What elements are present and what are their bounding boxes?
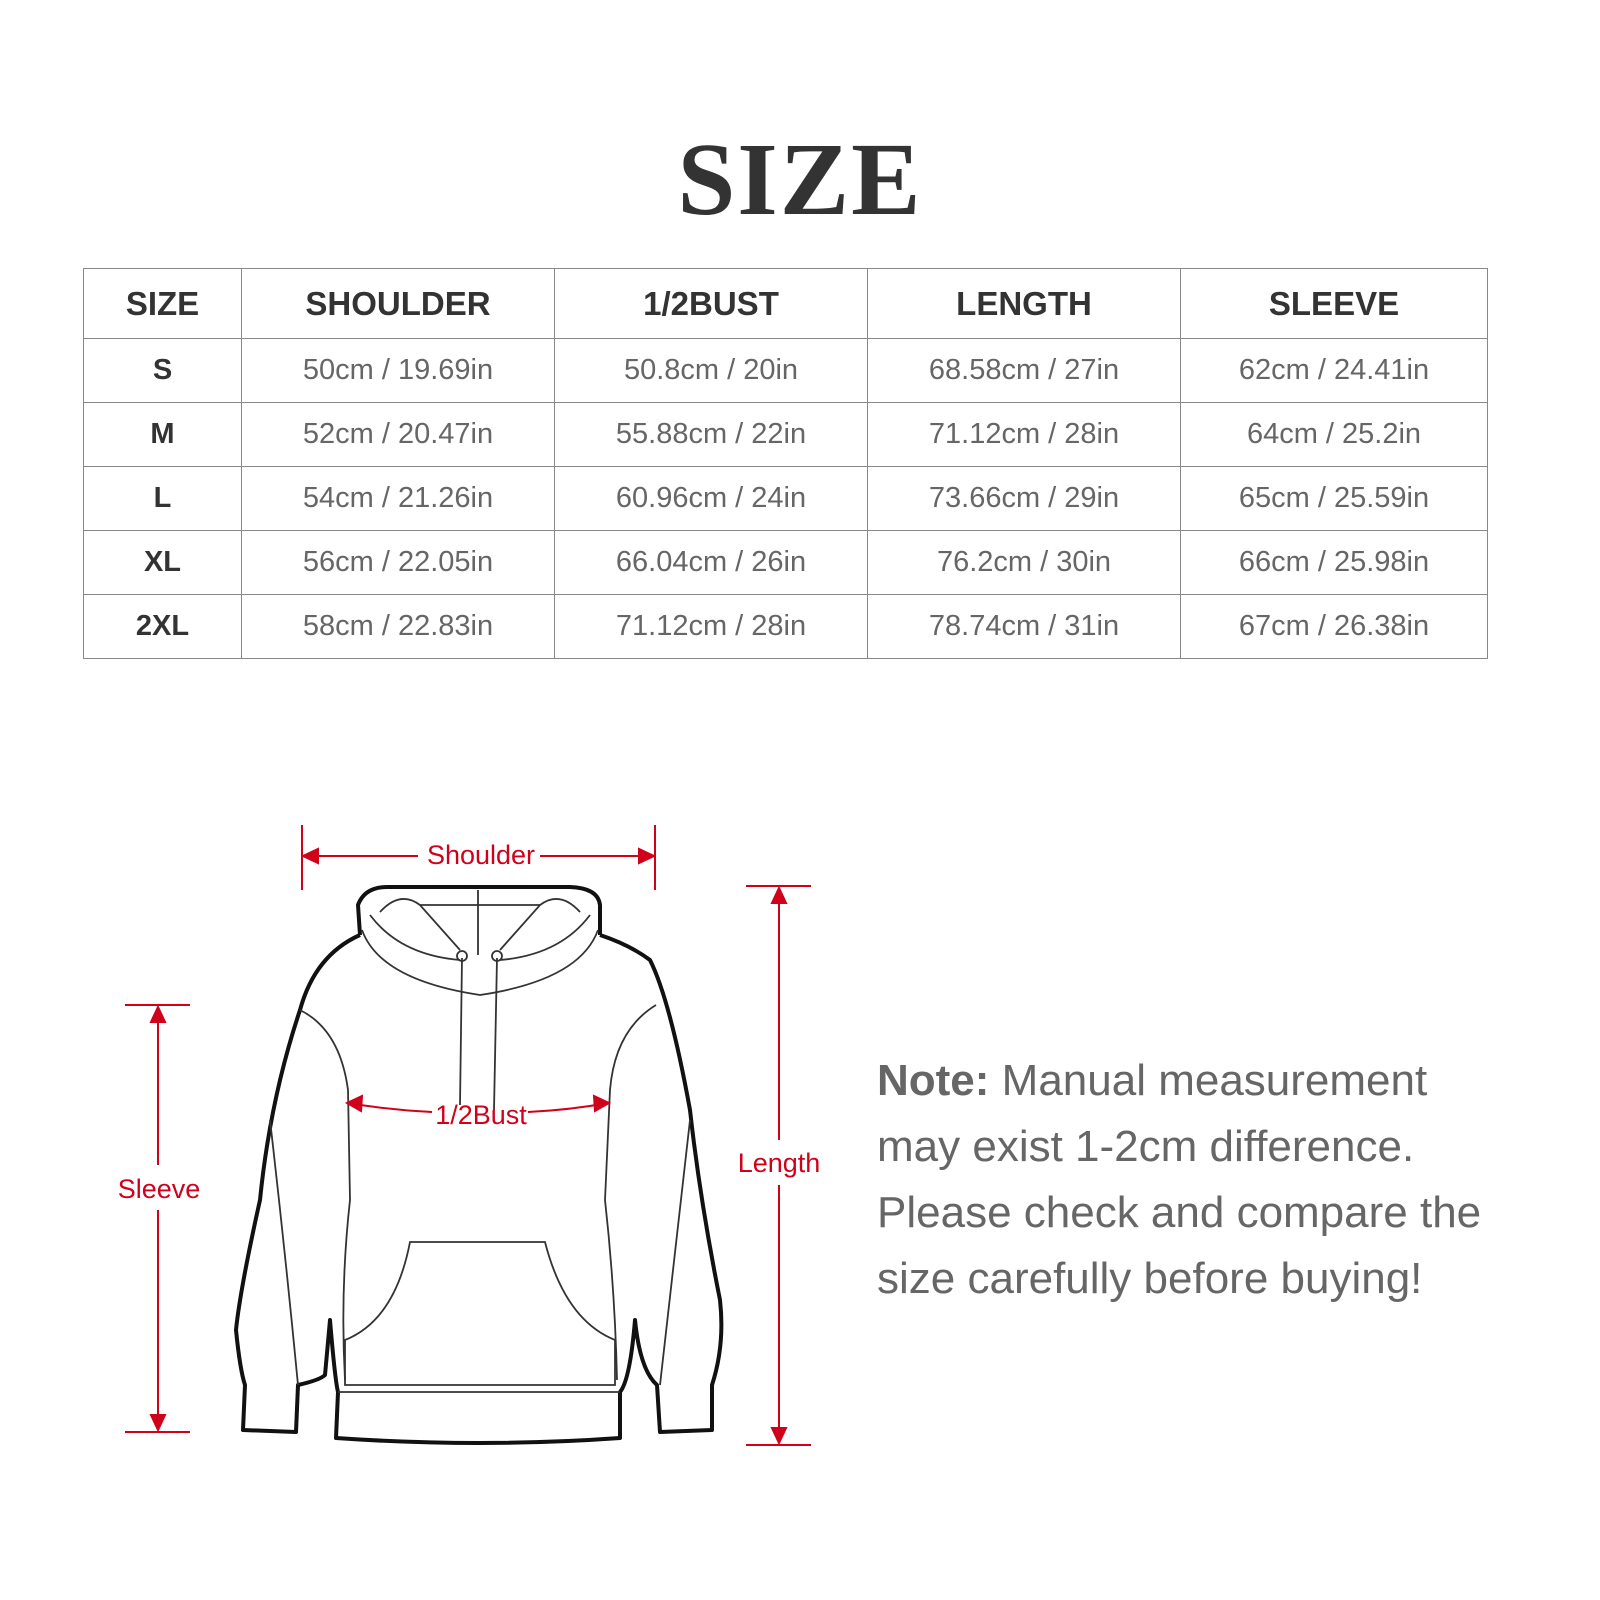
cell-shoulder: 58cm / 22.83in <box>241 594 555 659</box>
sleeve-arrow-icon <box>149 1004 167 1433</box>
cell-sleeve: 62cm / 24.41in <box>1180 338 1488 403</box>
length-arrow-icon <box>770 885 788 1446</box>
cell-shoulder: 56cm / 22.05in <box>241 530 555 595</box>
cell-sleeve: 66cm / 25.98in <box>1180 530 1488 595</box>
table-row: S 50cm / 19.69in 50.8cm / 20in 68.58cm / 27… <box>83 338 1488 403</box>
table-header-row: SIZE SHOULDER 1/2BUST LENGTH SLEEVE <box>83 268 1488 339</box>
cell-bust: 50.8cm / 20in <box>554 338 868 403</box>
measurement-annotations <box>125 825 811 1446</box>
table-row: M 52cm / 20.47in 55.88cm / 22in 71.12cm / 2… <box>83 402 1488 467</box>
cell-shoulder: 54cm / 21.26in <box>241 466 555 531</box>
size-table: SIZE SHOULDER 1/2BUST LENGTH SLEEVE S 50c… <box>83 268 1488 659</box>
cell-size: S <box>83 338 242 403</box>
hoodie-diagram: Shoulder 1/2Bust Sleeve Length <box>118 825 821 1446</box>
table-row: L 54cm / 21.26in 60.96cm / 24in 73.66cm / 2… <box>83 466 1488 531</box>
note-body: Manual measurement may exist 1-2cm diffe… <box>877 1056 1482 1303</box>
note-text: Note: Manual measurement may exist 1-2cm… <box>877 1048 1497 1312</box>
cell-sleeve: 65cm / 25.59in <box>1180 466 1488 531</box>
header-sleeve: SLEEVE <box>1180 268 1488 339</box>
header-bust: 1/2BUST <box>554 268 868 339</box>
hoodie-details <box>269 890 691 1393</box>
header-size: SIZE <box>83 268 242 339</box>
cell-length: 68.58cm / 27in <box>867 338 1181 403</box>
cell-size: M <box>83 402 242 467</box>
cell-length: 73.66cm / 29in <box>867 466 1181 531</box>
cell-bust: 66.04cm / 26in <box>554 530 868 595</box>
shoulder-label: Shoulder <box>427 840 535 870</box>
cell-shoulder: 50cm / 19.69in <box>241 338 555 403</box>
bust-label: 1/2Bust <box>435 1100 527 1130</box>
sleeve-label: Sleeve <box>118 1174 201 1204</box>
shoulder-arrow-icon <box>300 847 657 865</box>
cell-bust: 71.12cm / 28in <box>554 594 868 659</box>
cell-sleeve: 67cm / 26.38in <box>1180 594 1488 659</box>
length-label: Length <box>738 1148 821 1178</box>
header-length: LENGTH <box>867 268 1181 339</box>
cell-size: L <box>83 466 242 531</box>
cell-length: 71.12cm / 28in <box>867 402 1181 467</box>
cell-length: 78.74cm / 31in <box>867 594 1181 659</box>
cell-size: XL <box>83 530 242 595</box>
cell-bust: 60.96cm / 24in <box>554 466 868 531</box>
hoodie-outline <box>234 884 724 1445</box>
cell-bust: 55.88cm / 22in <box>554 402 868 467</box>
page-title: SIZE <box>677 122 923 237</box>
cell-length: 76.2cm / 30in <box>867 530 1181 595</box>
table-row: XL 56cm / 22.05in 66.04cm / 26in 76.2cm / 3… <box>83 530 1488 595</box>
cell-size: 2XL <box>83 594 242 659</box>
table-row: 2XL 58cm / 22.83in 71.12cm / 28in 78.74cm /… <box>83 594 1488 659</box>
cell-shoulder: 52cm / 20.47in <box>241 402 555 467</box>
bust-arrow-icon <box>344 1094 612 1113</box>
header-shoulder: SHOULDER <box>241 268 555 339</box>
note-label: Note: <box>877 1056 990 1105</box>
cell-sleeve: 64cm / 25.2in <box>1180 402 1488 467</box>
